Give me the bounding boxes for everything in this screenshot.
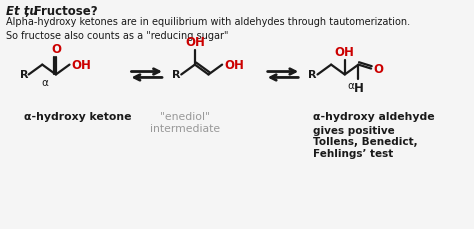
Text: O: O bbox=[373, 63, 383, 76]
Text: , Fructose?: , Fructose? bbox=[25, 5, 98, 18]
Text: R: R bbox=[172, 70, 181, 80]
Text: Alpha-hydroxy ketones are in equilibrium with aldehydes through tautomerization.: Alpha-hydroxy ketones are in equilibrium… bbox=[6, 17, 410, 41]
Text: OH: OH bbox=[71, 59, 91, 72]
Text: OH: OH bbox=[335, 46, 355, 58]
Text: Et tu: Et tu bbox=[6, 5, 37, 18]
Text: gives positive
Tollens, Benedict,
Fehlings’ test: gives positive Tollens, Benedict, Fehlin… bbox=[313, 125, 418, 158]
Text: OH: OH bbox=[185, 36, 205, 49]
Text: α: α bbox=[42, 78, 48, 88]
Text: R: R bbox=[309, 70, 317, 80]
Text: "enediol"
intermediate: "enediol" intermediate bbox=[150, 112, 220, 133]
Text: O: O bbox=[51, 43, 61, 55]
Text: α-hydroxy aldehyde: α-hydroxy aldehyde bbox=[313, 112, 435, 122]
Text: H: H bbox=[354, 82, 363, 95]
Text: OH: OH bbox=[224, 59, 244, 72]
Text: α: α bbox=[347, 81, 355, 91]
Text: α-hydroxy ketone: α-hydroxy ketone bbox=[24, 112, 132, 122]
Text: R: R bbox=[19, 70, 28, 80]
